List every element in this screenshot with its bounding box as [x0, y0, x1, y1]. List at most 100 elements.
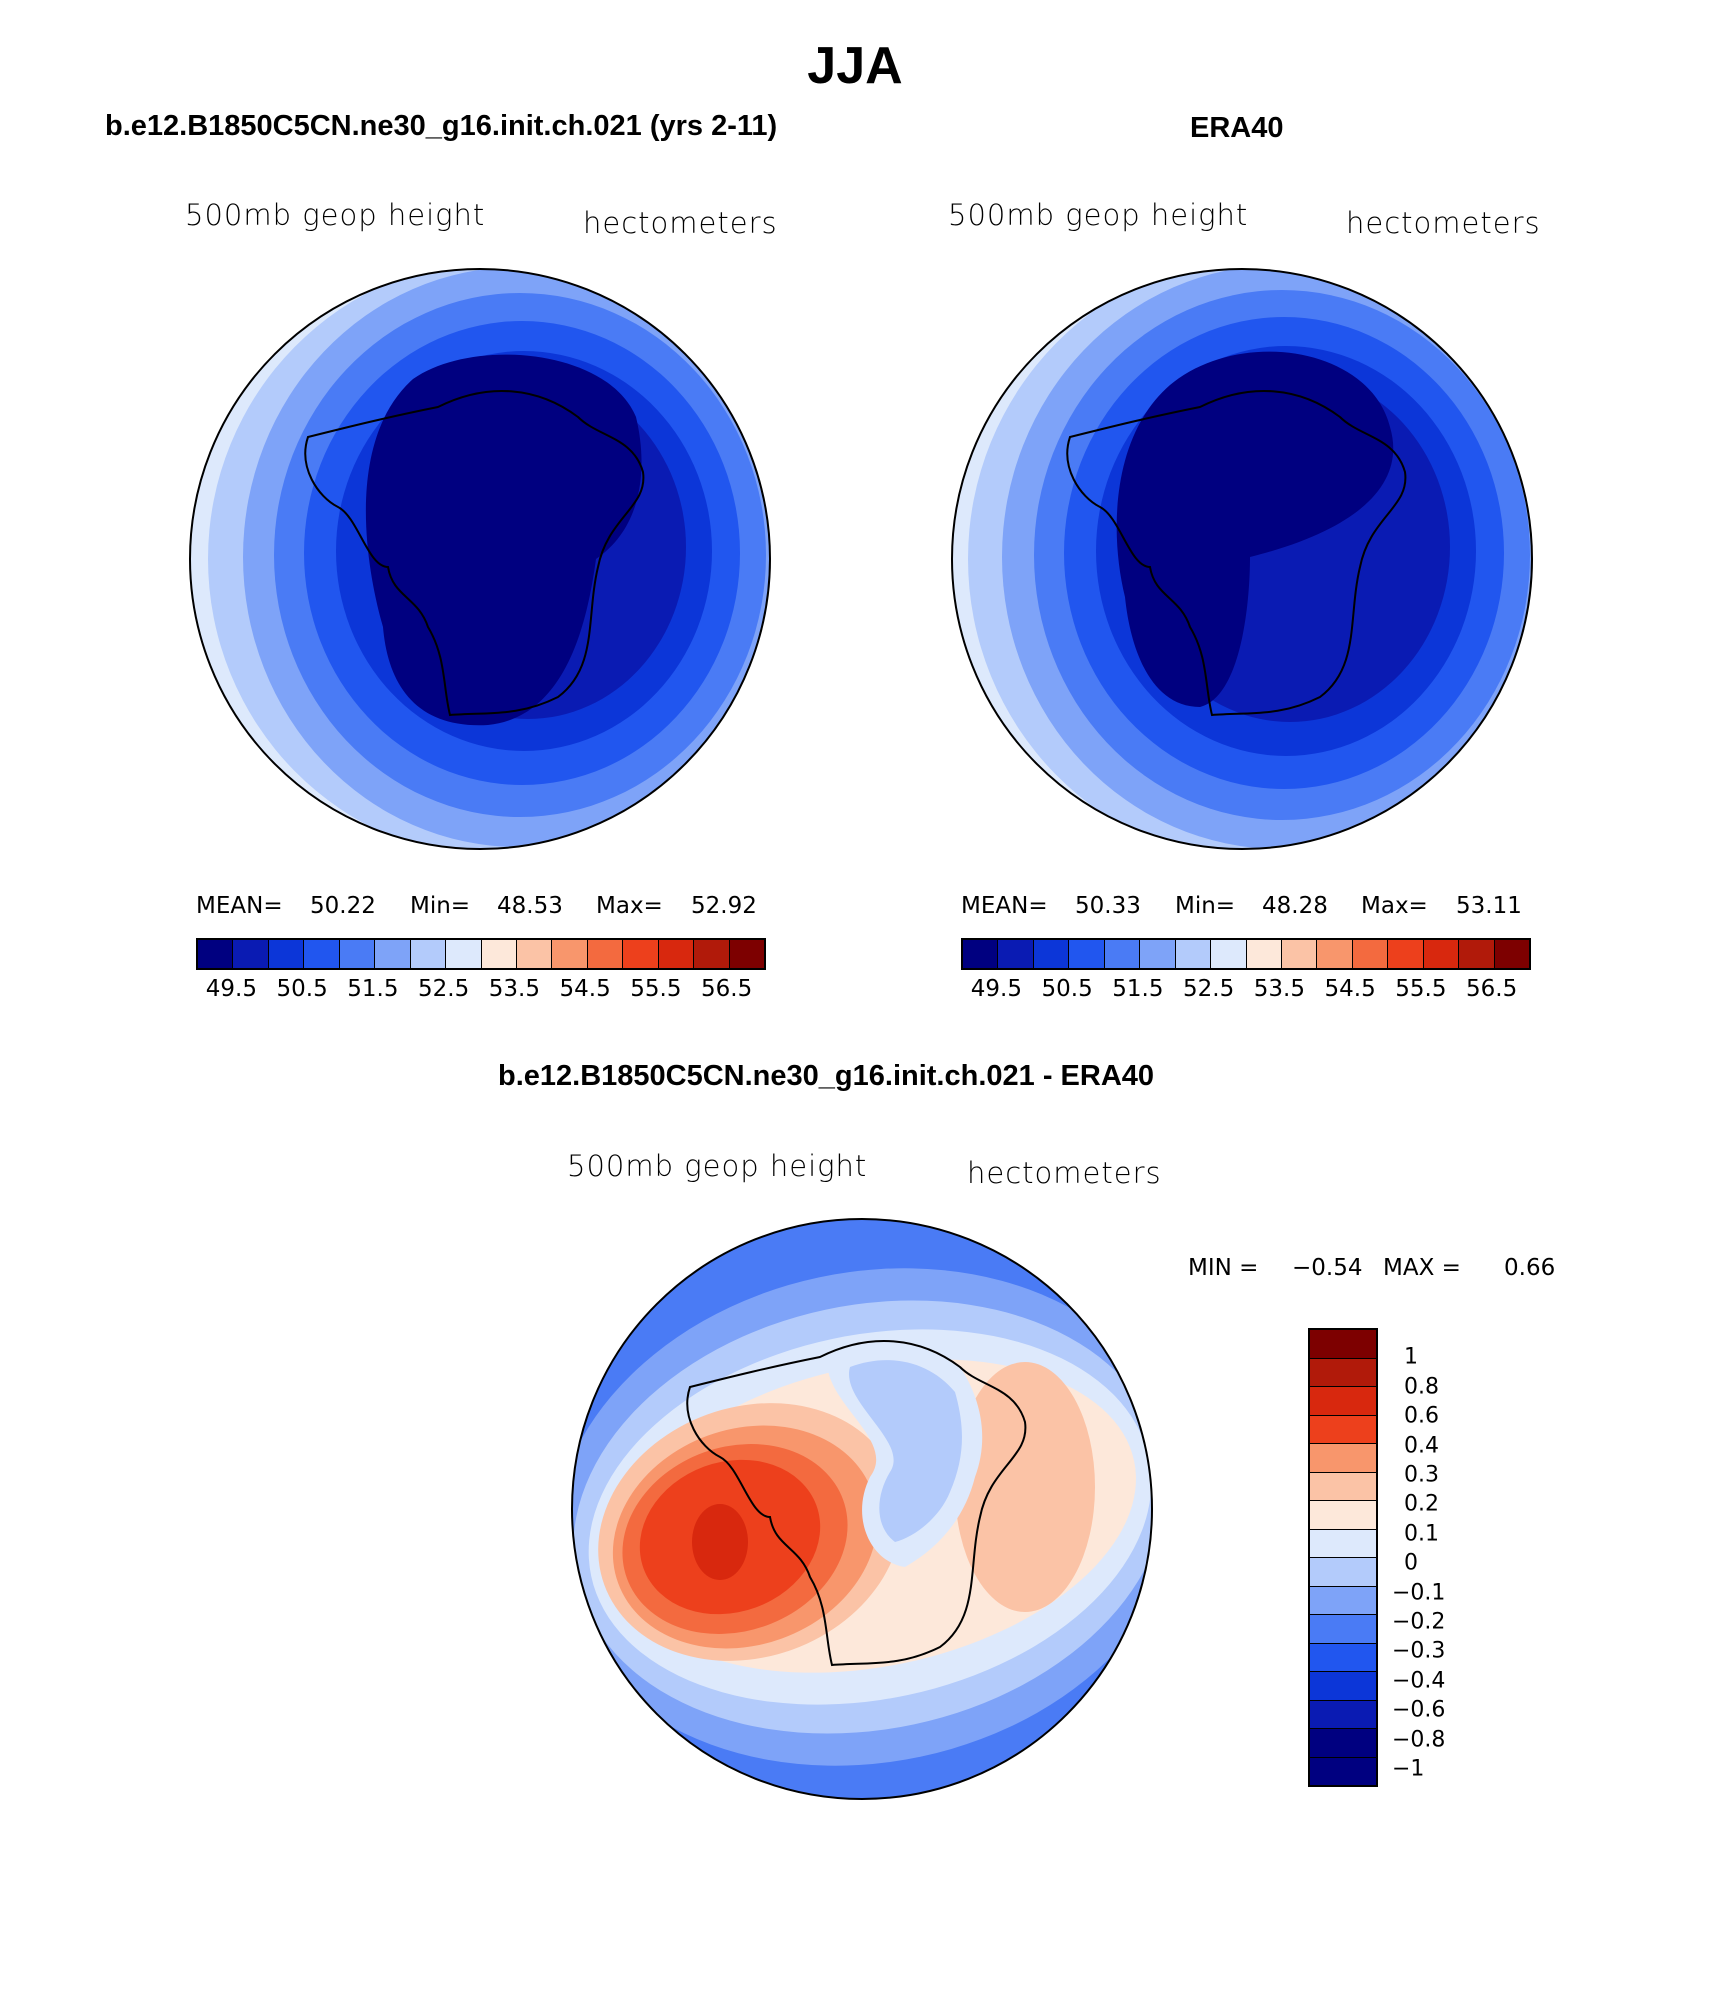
diff-colorbar-box	[1310, 1672, 1376, 1701]
diff-colorbar-tick-label: 1	[1404, 1344, 1418, 1370]
obs-antarctica-coastline	[1066, 390, 1407, 717]
diff-colorbar-box	[1310, 1444, 1376, 1473]
obs-colorbar-box	[1033, 940, 1070, 968]
obs-colorbar-box	[1211, 940, 1247, 968]
model-colorbar-tick-label: 56.5	[701, 976, 753, 1002]
diff-colorbar-tick-label: 0.8	[1404, 1374, 1439, 1400]
model-mean-value: 50.22	[310, 893, 376, 919]
obs-colorbar-labels: 49.5 50.5 51.5 52.5 53.5 54.5 55.5 56.5	[961, 976, 1531, 1006]
diff-colorbar-box	[1310, 1529, 1376, 1558]
obs-colorbar-box	[1140, 940, 1176, 968]
diff-colorbar-tick-label: 0.2	[1404, 1491, 1439, 1517]
diff-colorbar-tick-label: −0.4	[1392, 1668, 1446, 1694]
diff-colorbar-tick-label: −0.3	[1392, 1638, 1446, 1664]
diff-colorbar-box	[1310, 1615, 1376, 1644]
obs-units-label: hectometers	[1346, 206, 1541, 240]
model-colorbar-box	[198, 940, 234, 968]
obs-colorbar-tick-label: 51.5	[1112, 976, 1164, 1002]
obs-mean-label: MEAN=	[961, 893, 1048, 919]
diff-colorbar-box	[1310, 1700, 1376, 1729]
obs-colorbar-tick-label: 56.5	[1466, 976, 1518, 1002]
model-colorbar-box	[446, 940, 482, 968]
model-polar-map	[189, 268, 771, 850]
diff-colorbar-tick-label: −1	[1392, 1756, 1425, 1782]
model-colorbar-tick-label: 50.5	[276, 976, 328, 1002]
model-max-label: Max=	[596, 893, 663, 919]
model-colorbar-box	[410, 940, 447, 968]
model-colorbar-box	[729, 940, 764, 968]
model-colorbar-box	[694, 940, 730, 968]
model-colorbar-box	[375, 940, 411, 968]
diff-panel-title: b.e12.B1850C5CN.ne30_g16.init.ch.021 - E…	[498, 1060, 1155, 1092]
model-colorbar-labels: 49.5 50.5 51.5 52.5 53.5 54.5 55.5 56.5	[196, 976, 766, 1006]
diff-colorbar-box	[1310, 1358, 1376, 1387]
model-colorbar-tick-label: 52.5	[418, 976, 470, 1002]
obs-colorbar-tick-label: 54.5	[1324, 976, 1376, 1002]
diff-colorbar-tick-label: −0.8	[1392, 1727, 1446, 1753]
diff-band-plateau-neg-0.1	[849, 1360, 962, 1542]
obs-colorbar-box	[1423, 940, 1460, 968]
diff-max-value: 0.66	[1504, 1255, 1556, 1281]
obs-colorbar-box	[1459, 940, 1495, 968]
diff-colorbar-box	[1310, 1330, 1376, 1359]
obs-panel-title: ERA40	[1190, 112, 1284, 144]
obs-colorbar-tick-label: 53.5	[1253, 976, 1305, 1002]
model-min-label: Min=	[410, 893, 471, 919]
diff-polar-map	[571, 1218, 1153, 1800]
obs-min-label: Min=	[1175, 893, 1236, 919]
obs-colorbar-box	[1246, 940, 1282, 968]
model-colorbar-box	[233, 940, 269, 968]
obs-colorbar-box	[1494, 940, 1529, 968]
obs-colorbar-tick-label: 49.5	[970, 976, 1022, 1002]
obs-colorbar-tick-label: 55.5	[1395, 976, 1447, 1002]
obs-colorbar-tick-label: 50.5	[1041, 976, 1093, 1002]
obs-colorbar-box	[1388, 940, 1424, 968]
obs-colorbar-box	[1352, 940, 1389, 968]
model-variable-label: 500mb geop height	[185, 198, 486, 232]
model-units-label: hectometers	[583, 206, 778, 240]
diff-max-label: MAX =	[1383, 1255, 1461, 1281]
diff-colorbar	[1308, 1328, 1378, 1787]
model-colorbar-tick-label: 51.5	[347, 976, 399, 1002]
model-colorbar-tick-label: 55.5	[630, 976, 682, 1002]
model-colorbar-tick-label: 49.5	[205, 976, 257, 1002]
diff-colorbar-labels: 1 0.8 0.6 0.4 0.3 0.2 0.1 0 −0.1 −0.2 −0.3 −0.4 −0.6…	[1392, 1328, 1482, 1798]
diff-colorbar-tick-label: 0.4	[1404, 1433, 1439, 1459]
diff-variable-label: 500mb geop height	[567, 1149, 868, 1183]
model-map-border	[189, 268, 771, 850]
diff-colorbar-tick-label: 0.3	[1404, 1462, 1439, 1488]
model-min-value: 48.53	[497, 893, 563, 919]
diff-colorbar-box	[1310, 1501, 1376, 1530]
model-mean-label: MEAN=	[196, 893, 283, 919]
obs-colorbar-box	[1317, 940, 1353, 968]
obs-max-label: Max=	[1361, 893, 1428, 919]
obs-colorbar-box	[1281, 940, 1318, 968]
obs-colorbar-tick-label: 52.5	[1183, 976, 1235, 1002]
obs-colorbar-box	[998, 940, 1034, 968]
obs-polar-map	[951, 268, 1533, 850]
obs-variable-label: 500mb geop height	[948, 198, 1249, 232]
obs-mean-value: 50.33	[1075, 893, 1141, 919]
obs-max-value: 53.11	[1456, 893, 1522, 919]
obs-colorbar	[961, 938, 1531, 970]
obs-colorbar-box	[963, 940, 999, 968]
model-band-49	[365, 354, 642, 726]
diff-colorbar-box	[1310, 1643, 1376, 1672]
diff-min-label: MIN =	[1188, 1255, 1259, 1281]
main-title: JJA	[807, 37, 903, 95]
diff-band-0.8	[692, 1504, 748, 1580]
model-colorbar-box	[304, 940, 340, 968]
diff-colorbar-box	[1310, 1586, 1376, 1615]
model-colorbar-tick-label: 54.5	[559, 976, 611, 1002]
obs-colorbar-box	[1069, 940, 1105, 968]
diff-colorbar-box	[1310, 1729, 1376, 1758]
diff-antarctica-coastline	[686, 1340, 1027, 1667]
model-colorbar-tick-label: 53.5	[488, 976, 540, 1002]
diff-colorbar-tick-label: −0.1	[1392, 1580, 1446, 1606]
model-colorbar-box	[552, 940, 588, 968]
diff-colorbar-box	[1310, 1558, 1376, 1587]
diff-colorbar-box	[1310, 1757, 1376, 1785]
model-max-value: 52.92	[691, 893, 757, 919]
model-colorbar-box	[658, 940, 695, 968]
model-colorbar-box	[623, 940, 659, 968]
